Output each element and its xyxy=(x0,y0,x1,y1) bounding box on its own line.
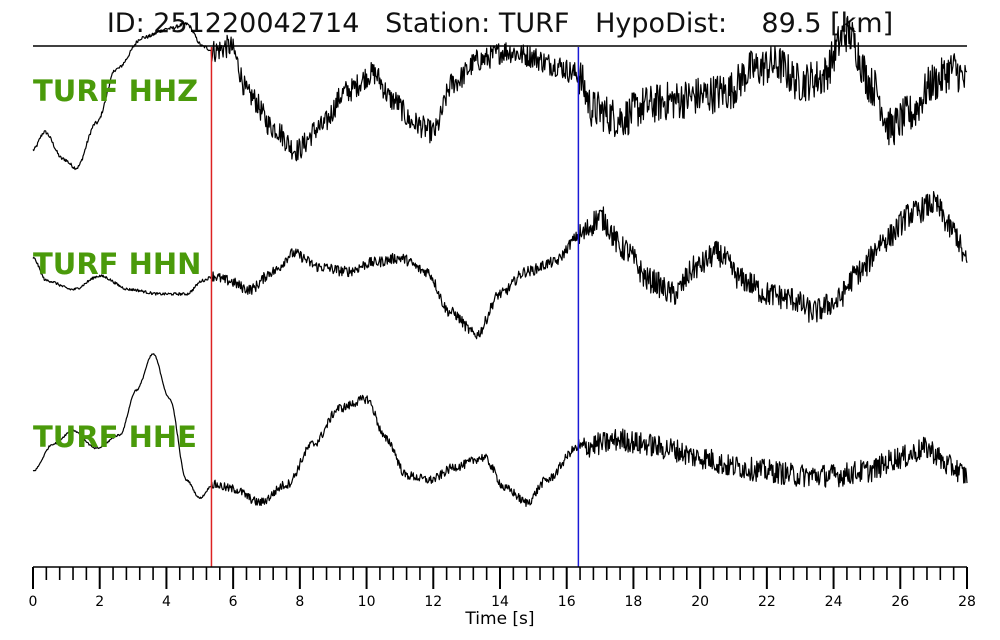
x-axis-label: Time [s] xyxy=(464,609,534,629)
x-tick-label: 28 xyxy=(958,594,976,610)
x-axis: 0 2 4 6 8 10 12 14 16 18 20 22 24 26 28 xyxy=(29,566,976,610)
traces-group xyxy=(32,15,968,507)
trace-turf-hhz xyxy=(32,15,968,171)
channel-label-hhe: TURF HHE xyxy=(33,420,197,454)
x-tick-label: 12 xyxy=(424,594,442,610)
x-tick-label: 4 xyxy=(162,594,171,610)
x-tick-label: 6 xyxy=(229,594,238,610)
x-tick-label: 22 xyxy=(758,594,776,610)
x-tick-label: 18 xyxy=(625,594,643,610)
chart-title: ID: 251220042714 Station: TURF HypoDist:… xyxy=(106,8,894,39)
x-tick-label: 10 xyxy=(358,594,376,610)
x-tick-label: 26 xyxy=(891,594,909,610)
channel-label-hhn: TURF HHN xyxy=(33,247,201,281)
x-tick-label: 24 xyxy=(825,594,843,610)
channel-labels-group: TURF HHZ TURF HHN TURF HHE xyxy=(33,74,201,454)
x-tick-label: 0 xyxy=(29,594,38,610)
channel-label-hhz: TURF HHZ xyxy=(33,74,198,108)
x-tick-label: 2 xyxy=(95,594,104,610)
x-tick-label: 20 xyxy=(691,594,709,610)
trace-turf-hhn xyxy=(32,191,968,340)
x-tick-label: 16 xyxy=(558,594,576,610)
x-tick-label: 14 xyxy=(491,594,509,610)
x-tick-label: 8 xyxy=(295,594,304,610)
trace-turf-hhe xyxy=(32,353,968,507)
picks-group xyxy=(210,47,580,567)
